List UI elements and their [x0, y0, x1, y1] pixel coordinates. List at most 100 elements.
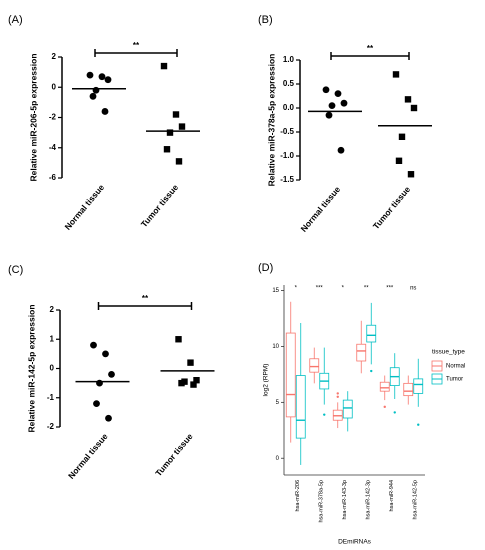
x-tick-label: hsa-miR-142-3p — [366, 480, 372, 519]
y-tick-label: 0 — [52, 82, 57, 91]
legend-title: tissue_type — [432, 349, 465, 356]
y-tick-label: -1.0 — [280, 151, 294, 160]
significance-label: *** — [316, 286, 324, 292]
point — [92, 86, 100, 94]
point — [334, 90, 342, 97]
point — [98, 73, 106, 81]
box — [366, 324, 377, 343]
y-tick-label: -4 — [49, 143, 57, 152]
y-tick-label: 0 — [276, 456, 280, 462]
outlier — [336, 392, 339, 395]
panel-label: (D) — [258, 262, 273, 274]
point — [407, 171, 415, 178]
y-tick-label: 5 — [276, 400, 280, 406]
point — [392, 71, 400, 78]
box — [342, 399, 353, 419]
y-tick-label: 0.5 — [283, 79, 295, 88]
outlier — [383, 405, 386, 409]
panel-label: (B) — [258, 14, 273, 26]
point — [90, 341, 97, 349]
point — [178, 123, 186, 130]
panel-label: (C) — [8, 264, 23, 276]
outlier — [417, 423, 420, 426]
point — [93, 400, 100, 407]
outlier — [336, 395, 339, 398]
point — [395, 157, 403, 164]
box — [309, 358, 320, 373]
y-tick-label: 2 — [50, 305, 55, 314]
panel-label: (A) — [8, 14, 23, 26]
significance-label: ns — [410, 286, 416, 292]
x-tick-label: hsa-miR-143-3p — [342, 480, 348, 519]
x-axis-label: DEmiRNAs — [338, 539, 372, 546]
x-tick-label: Normal tissue — [66, 431, 110, 481]
point — [166, 129, 174, 136]
point — [175, 158, 183, 165]
point — [89, 92, 97, 100]
y-tick-label: 10 — [272, 344, 279, 350]
x-tick-label: Tumor tissue — [371, 184, 413, 231]
y-axis-label: Relative miR-378a-5p expression — [266, 54, 276, 187]
y-tick-label: 2 — [52, 52, 57, 61]
outlier — [323, 413, 326, 416]
legend-label: Tumor — [446, 377, 463, 383]
significance-label: ** — [364, 286, 369, 292]
point — [160, 62, 168, 70]
significance-label: ** — [142, 294, 149, 303]
x-tick-label: Tumor tissue — [139, 182, 181, 229]
y-axis-label: Relative miR-206-5p expression — [28, 53, 38, 181]
point — [178, 379, 185, 387]
point — [340, 99, 348, 107]
y-tick-label: 1 — [50, 334, 55, 343]
point — [96, 379, 103, 387]
point — [328, 102, 336, 109]
point — [398, 133, 406, 140]
box — [379, 381, 390, 392]
outlier — [370, 369, 373, 373]
y-tick-label: -1 — [47, 393, 55, 402]
x-tick-label: hsa-miR-378a-5p — [319, 480, 325, 523]
box — [285, 332, 296, 418]
point — [108, 370, 115, 378]
y-tick-label: 0.0 — [283, 103, 295, 112]
y-tick-label: -2 — [47, 422, 55, 431]
significance-label: ** — [133, 41, 140, 50]
y-tick-label: 1.0 — [283, 55, 295, 64]
point — [105, 414, 112, 422]
point — [337, 146, 345, 154]
point — [86, 71, 94, 79]
point — [322, 86, 330, 94]
y-tick-label: -2 — [49, 113, 57, 122]
y-tick-label: 15 — [272, 288, 279, 294]
point — [193, 377, 200, 384]
y-axis-label: log2 (RPM) — [263, 364, 270, 397]
y-axis-label: Relative miR-142-5p expression — [26, 304, 36, 432]
significance-label: * — [342, 286, 345, 292]
point — [190, 381, 197, 388]
outlier — [393, 411, 396, 414]
point — [187, 359, 194, 366]
y-tick-label: -1.5 — [280, 175, 294, 184]
significance-label: * — [295, 286, 298, 292]
point — [104, 76, 112, 84]
point — [102, 350, 109, 358]
x-tick-label: hsa-miR-142-5p — [413, 480, 419, 519]
x-tick-label: Tumor tissue — [153, 431, 195, 478]
point — [175, 336, 182, 343]
point — [404, 96, 412, 103]
x-tick-label: Normal tissue — [298, 184, 342, 234]
significance-label: *** — [386, 286, 394, 292]
x-tick-label: hsa-miR-944 — [389, 480, 395, 511]
box — [413, 378, 424, 394]
point — [410, 104, 418, 112]
legend-label: Normal — [446, 364, 465, 370]
box — [356, 343, 367, 362]
point — [325, 111, 333, 119]
y-tick-label: -0.5 — [280, 127, 294, 136]
x-tick-label: hsa-miR-206 — [295, 480, 301, 511]
box — [403, 382, 414, 397]
box — [295, 375, 306, 439]
point — [163, 146, 171, 153]
significance-label: ** — [367, 44, 374, 53]
